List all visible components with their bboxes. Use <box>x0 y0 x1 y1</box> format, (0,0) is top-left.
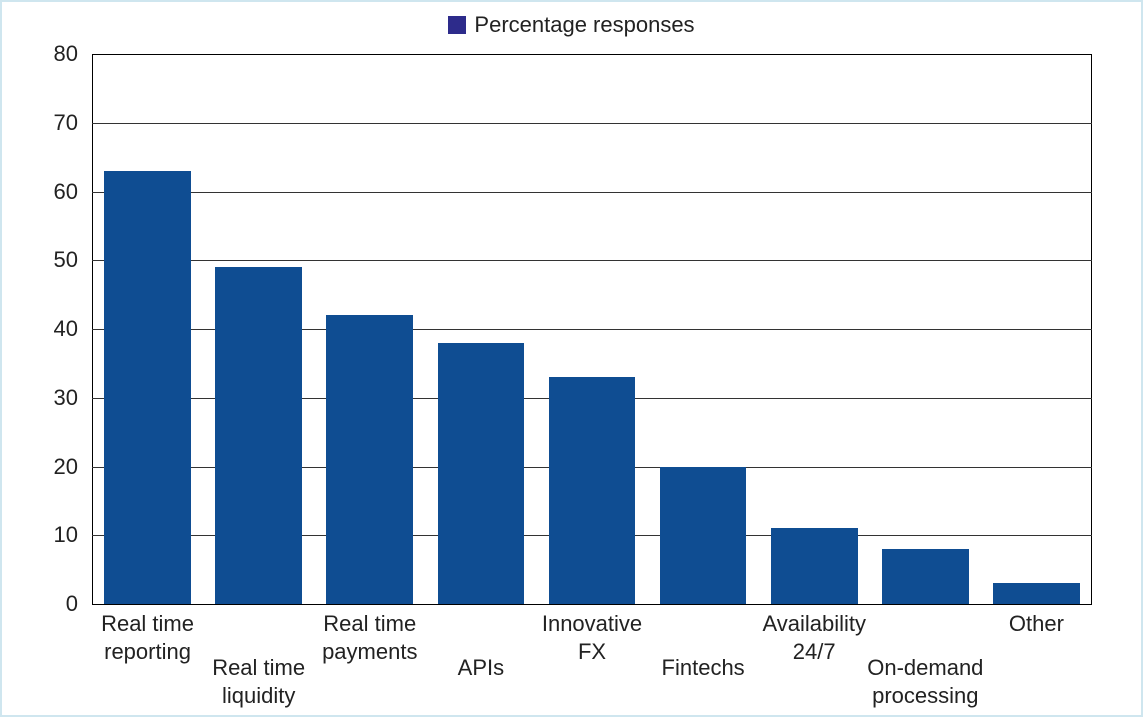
y-tick-label: 40 <box>54 316 92 342</box>
x-tick-label: Availability24/7 <box>754 604 874 665</box>
y-tick-label: 10 <box>54 522 92 548</box>
x-tick-label: APIs <box>421 648 541 682</box>
x-tick-label: InnovativeFX <box>532 604 652 665</box>
legend-swatch-icon <box>448 16 466 34</box>
y-tick-label: 50 <box>54 247 92 273</box>
legend-label: Percentage responses <box>474 12 694 38</box>
y-tick-label: 80 <box>54 41 92 67</box>
bar <box>104 171 191 604</box>
gridline <box>92 260 1092 261</box>
y-tick-label: 20 <box>54 454 92 480</box>
y-tick-label: 60 <box>54 179 92 205</box>
x-tick-label: Fintechs <box>643 648 763 682</box>
x-tick-label: On-demandprocessing <box>865 648 985 709</box>
bar <box>771 528 858 604</box>
bar <box>882 549 969 604</box>
bar <box>215 267 302 604</box>
x-tick-label: Real timeliquidity <box>199 648 319 709</box>
x-tick-label: Real timepayments <box>310 604 430 665</box>
chart-legend: Percentage responses <box>2 12 1141 38</box>
bar <box>326 315 413 604</box>
x-tick-label: Other <box>976 604 1096 638</box>
bar <box>438 343 525 604</box>
gridline <box>92 54 1092 55</box>
bar <box>660 467 747 605</box>
y-tick-label: 70 <box>54 110 92 136</box>
y-tick-label: 30 <box>54 385 92 411</box>
plot-area: 01020304050607080Real timereportingReal … <box>92 54 1092 604</box>
bar <box>993 583 1080 604</box>
x-tick-label: Real timereporting <box>88 604 208 665</box>
bar <box>549 377 636 604</box>
chart-frame: Percentage responses 01020304050607080Re… <box>2 2 1141 715</box>
gridline <box>92 123 1092 124</box>
gridline <box>92 192 1092 193</box>
